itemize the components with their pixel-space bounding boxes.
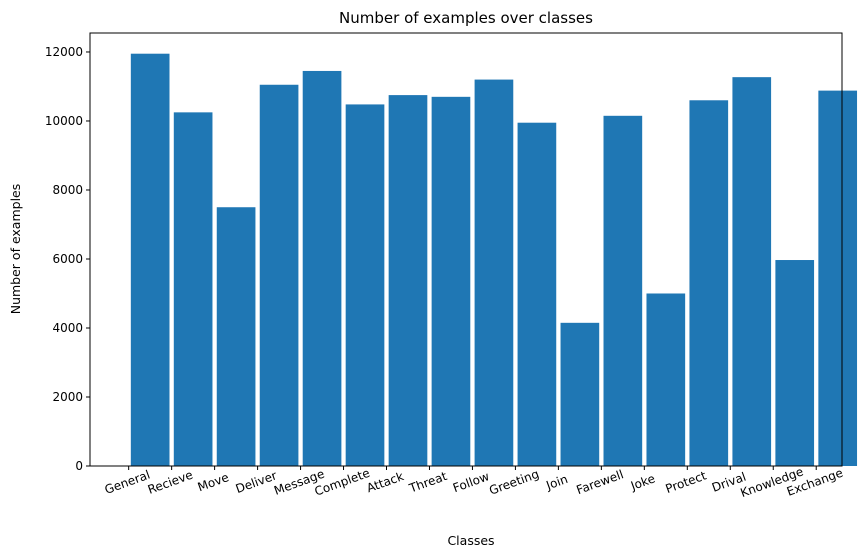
y-tick-label: 10000: [45, 114, 83, 128]
x-tick-label: Recieve: [146, 468, 195, 497]
x-tick-label: Greeting: [487, 467, 541, 498]
bar-join: [560, 322, 600, 466]
bar-drival: [732, 77, 772, 467]
bar-protect: [689, 100, 729, 467]
x-tick-label: Deliver: [234, 468, 279, 496]
x-tick-label: Move: [196, 470, 231, 494]
bar-message: [302, 70, 342, 466]
x-tick-label: Joke: [628, 471, 657, 493]
x-axis-label: Classes: [447, 533, 494, 548]
bars-group: [130, 53, 858, 467]
bar-knowledge: [775, 260, 815, 466]
bar-recieve: [173, 112, 213, 466]
bar-farewell: [603, 115, 643, 466]
bar-exchange: [818, 90, 858, 467]
y-tick-label: 6000: [52, 252, 83, 266]
x-tick-label: Threat: [406, 469, 449, 496]
bar-move: [216, 207, 256, 467]
x-tick-label: Join: [543, 472, 569, 493]
y-tick-label: 0: [75, 459, 83, 473]
chart-title: Number of examples over classes: [339, 9, 593, 27]
x-tick-label: Follow: [451, 469, 491, 495]
bar-deliver: [259, 84, 299, 466]
plot-frame: [89, 32, 843, 467]
x-tick-label: Farewell: [575, 467, 626, 497]
x-tick-label: General: [103, 468, 152, 497]
y-tick-label: 2000: [52, 390, 83, 404]
bar-complete: [345, 104, 385, 466]
y-axis-ticks: 0 2000 4000 6000 8000 10000 12000: [45, 45, 90, 473]
bar-follow: [474, 79, 514, 466]
bar-threat: [431, 96, 471, 467]
y-tick-label: 4000: [52, 321, 83, 335]
y-tick-label: 8000: [52, 183, 83, 197]
x-tick-label: Protect: [664, 468, 709, 496]
bar-joke: [646, 293, 686, 466]
y-axis-label: Number of examples: [8, 184, 23, 315]
y-tick-label: 12000: [45, 45, 83, 59]
bar-greeting: [517, 122, 557, 467]
bar-general: [130, 53, 170, 466]
x-tick-label: Attack: [365, 469, 406, 495]
bar-attack: [388, 95, 428, 467]
